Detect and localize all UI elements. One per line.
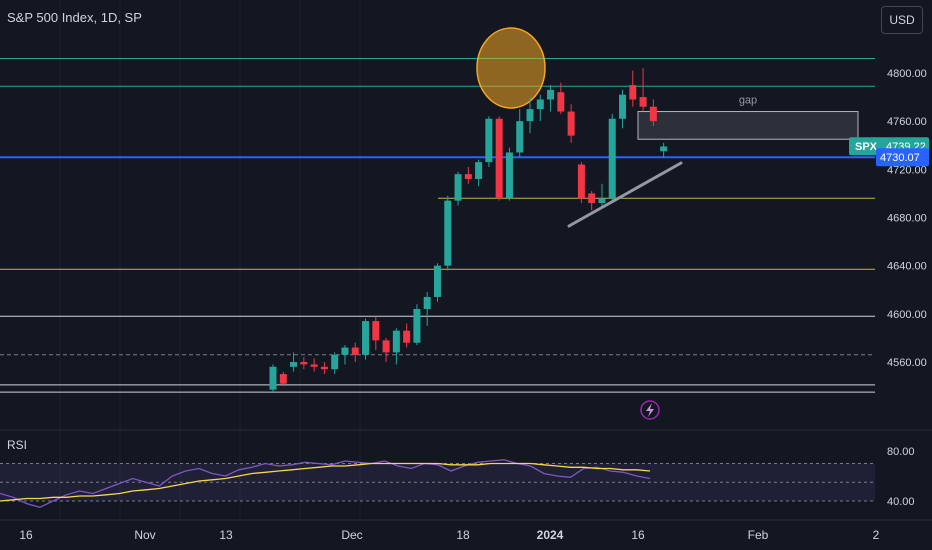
candle-body-17 [444, 200, 452, 266]
candle-body-15 [423, 296, 431, 310]
price-tick-label-0: 4560.00 [887, 357, 927, 369]
time-tick-label-2: 13 [219, 528, 233, 542]
gap-rectangle [637, 111, 859, 140]
price-tick-label-2: 4640.00 [887, 261, 927, 273]
time-tick-label-8: 2 [873, 528, 880, 542]
candle-body-6 [331, 354, 339, 370]
price-axis-bg [876, 0, 932, 430]
candle-body-4 [310, 364, 318, 367]
blue-level-tag-bg [876, 148, 929, 167]
time-tick-label-5: 2024 [537, 528, 564, 542]
candle-body-19 [464, 174, 472, 179]
candle-body-22 [495, 118, 503, 199]
candles [269, 68, 668, 393]
blue-level-tag-value: 4730.07 [880, 152, 920, 164]
top-highlight-circle [476, 27, 546, 109]
gap-zone: gap [637, 95, 859, 140]
candle-body-28 [557, 92, 565, 112]
candle-body-26 [536, 99, 544, 110]
candle-body-3 [300, 362, 308, 365]
candle-body-0 [269, 366, 277, 390]
rsi-series-0 [0, 459, 651, 508]
price-tick-label-1: 4600.00 [887, 309, 927, 321]
chart-title: S&P 500 Index, 1D, SP [7, 10, 142, 25]
time-tick-label-6: 16 [631, 528, 645, 542]
rsi-tick-label-0: 40.00 [887, 496, 915, 508]
time-tick-label-4: 18 [456, 528, 470, 542]
candle-body-8 [351, 347, 359, 355]
price-tick-label-3: 4680.00 [887, 213, 927, 225]
candle-body-33 [608, 118, 616, 199]
candle-body-16 [433, 265, 441, 297]
candle-body-27 [547, 89, 555, 100]
currency-button[interactable]: USD [881, 6, 923, 34]
price-axis[interactable]: 4560.00 4600.00 4640.00 4680.00 4720.00 4760.… [876, 0, 932, 430]
price-grid [59, 0, 361, 520]
candle-body-2 [290, 362, 298, 367]
trendline-layer [567, 161, 683, 420]
candle-body-5 [320, 366, 328, 370]
highlight-circle-layer [476, 27, 546, 109]
lightning-icon [640, 400, 660, 420]
candle-body-10 [372, 321, 380, 341]
candle-body-29 [567, 111, 575, 136]
time-tick-label-1: Nov [134, 528, 155, 542]
rsi-series-1 [0, 462, 651, 502]
candle-body-31 [588, 193, 596, 204]
candle-body-36 [639, 97, 647, 107]
time-tick-label-3: Dec [341, 528, 362, 542]
rsi-band [0, 463, 875, 501]
candle-body-25 [526, 109, 534, 122]
candle-body-24 [516, 121, 524, 153]
candle-body-12 [392, 330, 400, 353]
candle-body-11 [382, 340, 390, 353]
rsi-label: RSI [7, 438, 28, 452]
time-tick-label-0: 16 [19, 528, 33, 542]
support-trendline [567, 161, 683, 228]
candle-body-21 [485, 118, 493, 163]
lightning-icon-glyph [646, 403, 654, 417]
candle-body-7 [341, 347, 349, 355]
time-axis[interactable]: 16 Nov 13 Dec 18 2024 16 Feb 2 [0, 519, 932, 542]
lightning-icon-ring [640, 400, 660, 420]
price-levels [0, 58, 875, 393]
candle-body-38 [660, 146, 668, 152]
candle-body-32 [598, 198, 606, 204]
candle-body-35 [629, 85, 637, 100]
time-tick-label-7: Feb [748, 528, 769, 542]
price-tick-label-6: 4800.00 [887, 68, 927, 80]
rsi-tick-label-1: 80.00 [887, 446, 915, 458]
candle-body-1 [279, 374, 287, 384]
price-tick-label-4: 4720.00 [887, 164, 927, 176]
candle-body-14 [413, 309, 421, 343]
spx-tag-name: SPX [855, 141, 878, 153]
candle-body-34 [619, 94, 627, 119]
candle-body-30 [577, 164, 585, 199]
candle-body-23 [505, 152, 513, 199]
candle-body-13 [403, 330, 411, 343]
rsi-pane: 40.00 80.00 [0, 429, 932, 508]
candle-body-18 [454, 174, 462, 201]
candle-body-20 [475, 162, 483, 179]
gap-label: gap [739, 95, 757, 107]
candle-body-37 [649, 106, 657, 122]
candle-body-9 [362, 321, 370, 355]
price-tick-label-5: 4760.00 [887, 116, 927, 128]
